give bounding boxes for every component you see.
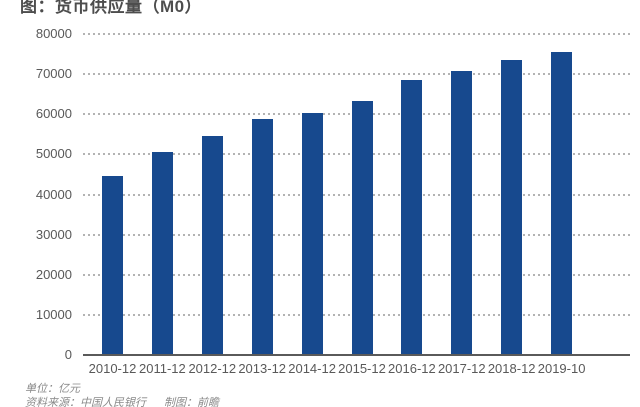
x-axis-label-2017-12: 2017-12 [437,361,486,376]
bar-2019-10 [551,51,573,355]
x-axis-label-2016-12: 2016-12 [388,361,436,376]
x-axis-label-2014-12: 2014-12 [288,361,336,376]
y-axis-label-50000: 50000 [35,146,72,162]
unit-note: 单位：亿元 [25,383,80,395]
source-line: 资料来源：中国人民银行 制图：前瞻 [25,396,219,407]
x-axis-label-2019-10: 2019-10 [537,361,586,376]
y-axis-label-60000: 60000 [35,106,72,122]
bar-2017-12 [451,70,473,355]
y-axis-label-40000: 40000 [35,186,72,202]
bar-2018-12 [501,60,523,355]
x-axis-label-2010-12: 2010-12 [88,361,137,376]
bar-2013-12 [251,118,273,355]
bar-2010-12 [102,175,123,355]
credit-note: 制图：前瞻 [164,397,219,407]
bar-2015-12 [351,100,373,355]
y-axis-label-20000: 20000 [35,266,72,282]
chart-title: 图：货币供应量（M0） [20,0,203,16]
chart-footer: 单位：亿元 资料来源：中国人民银行 制图：前瞻 [25,382,219,407]
plot-area [83,33,630,355]
y-axis-label-80000: 80000 [35,26,72,41]
x-axis-label-2018-12: 2018-12 [487,361,536,376]
gridline-70000 [83,73,630,76]
source-note: 资料来源：中国人民银行 [25,397,146,407]
y-axis-label-30000: 30000 [35,226,72,242]
gridline-80000 [83,33,630,35]
bar-2016-12 [401,79,423,355]
bar-2014-12 [301,113,323,355]
x-axis-label-2011-12: 2011-12 [139,361,186,376]
bar-2011-12 [151,151,173,355]
x-axis-label-2015-12: 2015-12 [338,361,386,376]
y-axis-label-70000: 70000 [35,66,72,82]
x-axis-label-2012-12: 2012-12 [188,361,237,376]
x-axis-line [83,354,630,356]
bar-2012-12 [201,135,223,355]
x-axis-label-2013-12: 2013-12 [238,361,287,376]
y-axis-label-10000: 10000 [35,306,72,322]
y-axis-label-0: 0 [64,347,72,362]
